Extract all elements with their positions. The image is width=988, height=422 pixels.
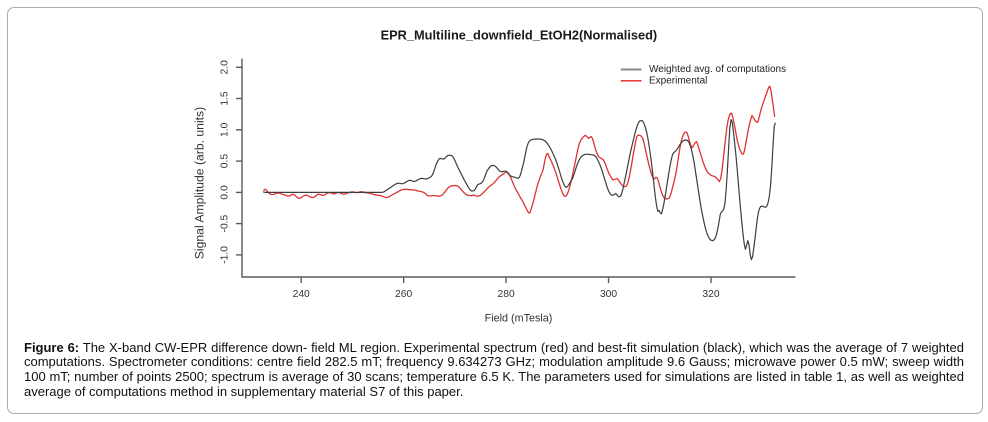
svg-text:2.0: 2.0 [220, 60, 231, 75]
svg-text:280: 280 [498, 289, 515, 300]
svg-text:Weighted avg. of computations: Weighted avg. of computations [649, 64, 786, 75]
svg-text:300: 300 [600, 289, 617, 300]
svg-text:240: 240 [293, 289, 310, 300]
svg-text:-0.5: -0.5 [220, 214, 231, 232]
svg-text:0.5: 0.5 [220, 154, 231, 169]
svg-text:-1.0: -1.0 [220, 246, 231, 264]
svg-text:260: 260 [395, 289, 412, 300]
svg-text:1.0: 1.0 [220, 122, 231, 137]
svg-text:0.0: 0.0 [220, 185, 231, 200]
svg-text:Signal Amplitude (arb. units): Signal Amplitude (arb. units) [193, 107, 207, 259]
svg-text:Field (mTesla): Field (mTesla) [485, 312, 553, 324]
svg-text:EPR_Multiline_downfield_EtOH2(: EPR_Multiline_downfield_EtOH2(Normalised… [381, 27, 658, 42]
svg-text:Experimental: Experimental [649, 75, 707, 86]
svg-text:320: 320 [702, 289, 719, 300]
svg-text:1.5: 1.5 [220, 91, 231, 106]
